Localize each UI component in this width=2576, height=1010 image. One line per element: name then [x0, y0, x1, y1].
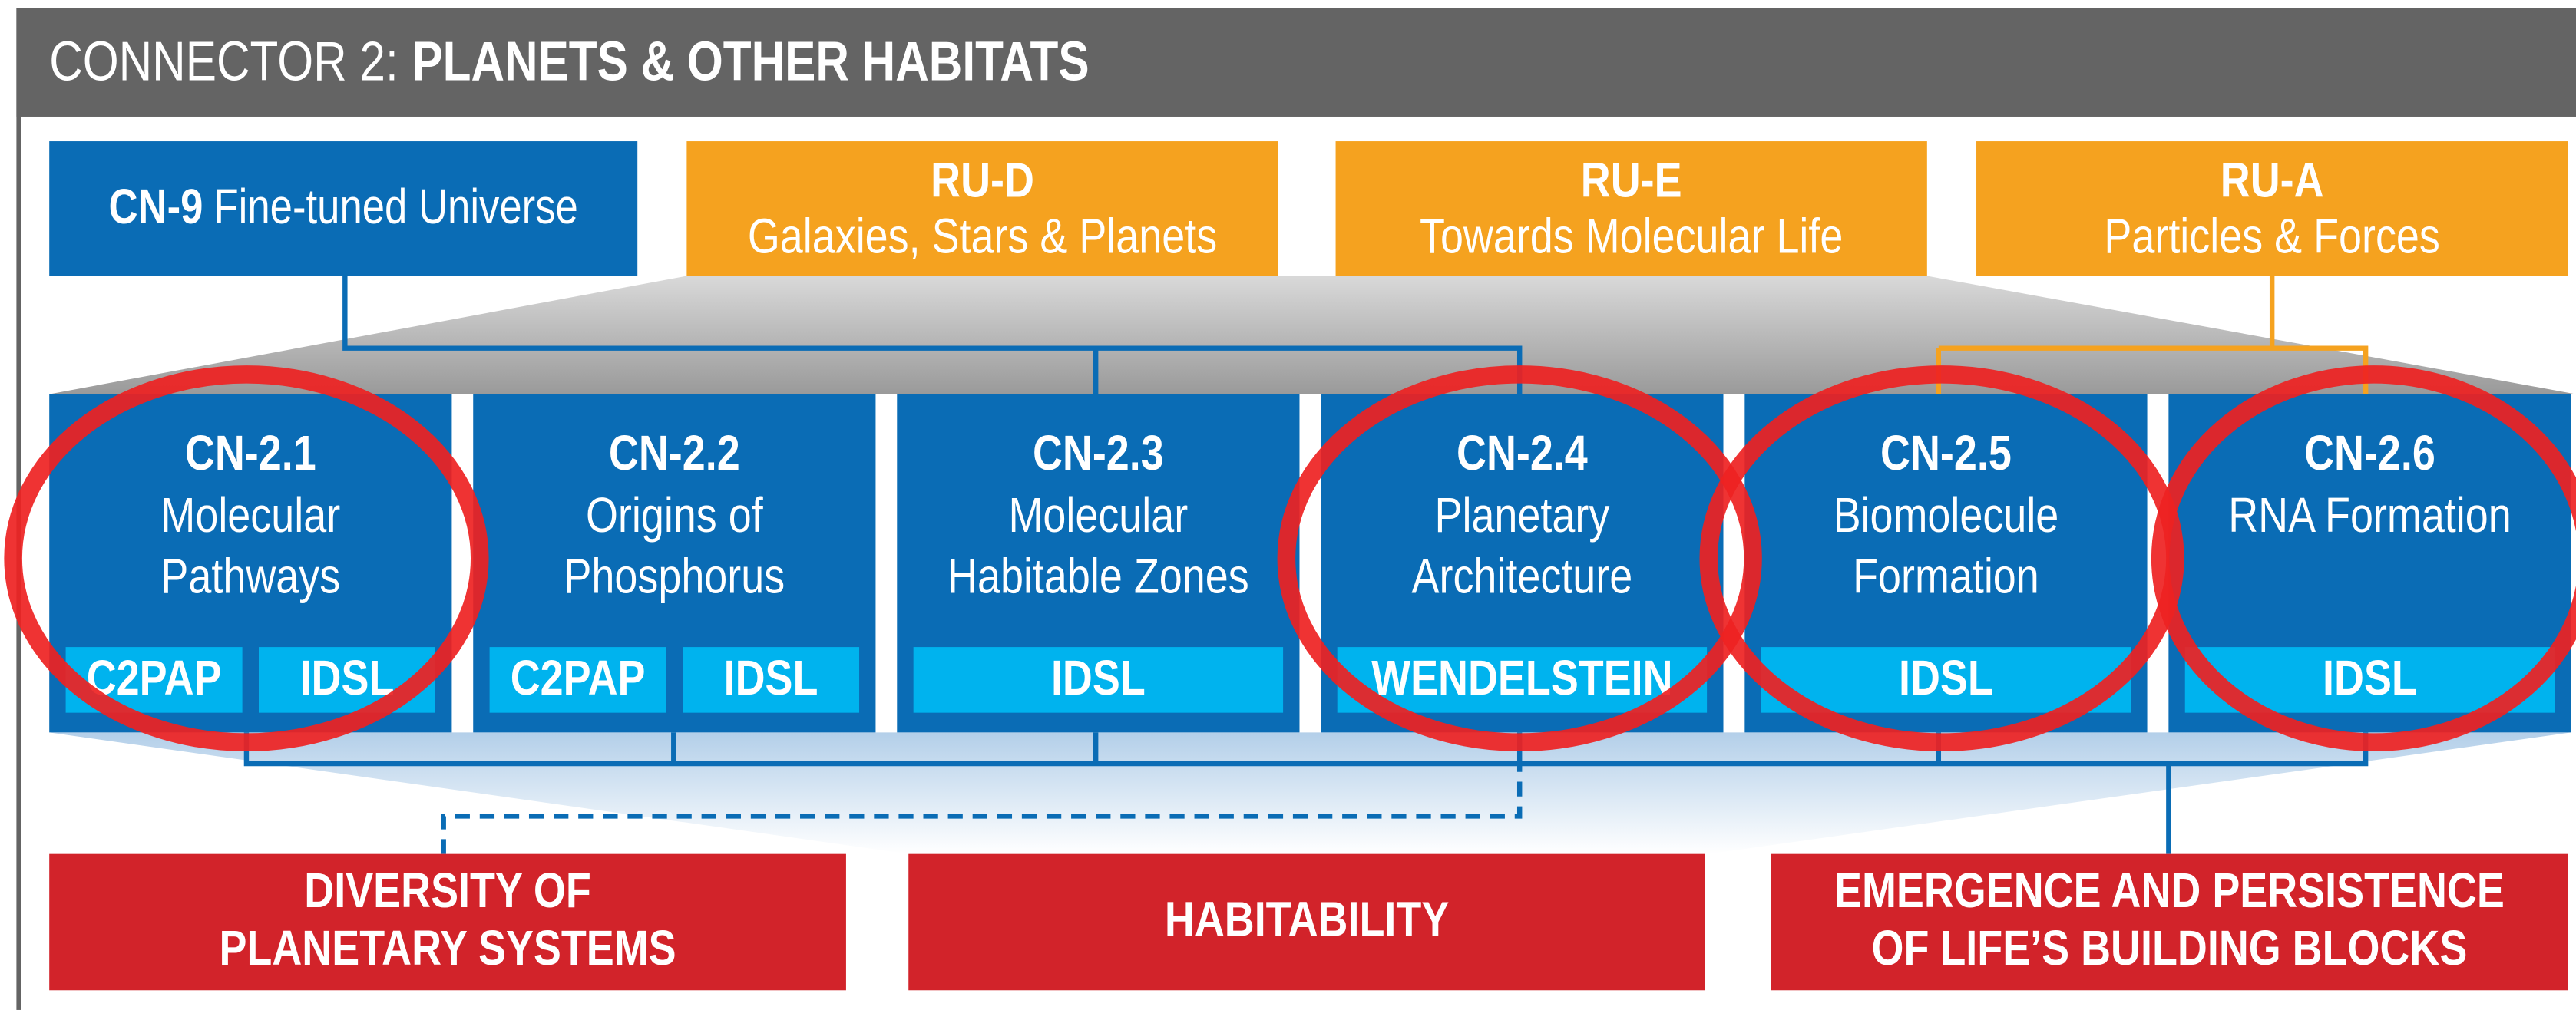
- source-label: Towards Molecular Life: [1420, 208, 1843, 263]
- outcome-label: HABITABILITY: [1165, 891, 1449, 946]
- highlight-circle: [1699, 365, 2184, 751]
- project-title: Pathways: [160, 548, 340, 603]
- source-id: RU-E: [1581, 153, 1682, 208]
- source-box: [1976, 141, 2568, 276]
- outcome-label: DIVERSITY OF: [304, 863, 591, 918]
- source-id: CN-9: [109, 179, 203, 234]
- project-title: Formation: [1853, 548, 2039, 603]
- outcome-box: [1771, 853, 2568, 991]
- source-label: Galaxies, Stars & Planets: [748, 208, 1217, 263]
- header-bar: [16, 8, 2576, 117]
- source-label: Particles & Forces: [2104, 208, 2439, 263]
- project-title: Molecular: [160, 487, 340, 543]
- project-tag: [489, 647, 666, 713]
- project-tag-label: IDSL: [2323, 650, 2417, 705]
- source-fan: [49, 276, 2576, 394]
- project-title: Origins of: [586, 487, 763, 543]
- outcome-label: PLANETARY SYSTEMS: [219, 920, 676, 975]
- source-box: [686, 141, 1278, 276]
- header-prefix: CONNECTOR 2:: [49, 31, 398, 93]
- project-title: Architecture: [1412, 548, 1633, 603]
- source-id: RU-A: [2221, 153, 2324, 208]
- project-tag-label: IDSL: [724, 650, 818, 705]
- project-title: Phosphorus: [564, 548, 785, 603]
- highlight-circle: [1277, 365, 1762, 751]
- outcome-label: OF LIFE’S BUILDING BLOCKS: [1872, 920, 2468, 975]
- project-title: Habitable Zones: [947, 548, 1249, 603]
- project-title: Molecular: [1008, 487, 1188, 543]
- outcome-box: [908, 853, 1705, 991]
- project-tag-label: WENDELSTEIN: [1371, 650, 1672, 705]
- project-tag: [1337, 647, 1708, 713]
- project-id: CN-2.6: [2304, 425, 2435, 480]
- project-id: CN-2.1: [185, 425, 316, 480]
- project-tag: [913, 647, 1284, 713]
- highlight-circle: [2151, 365, 2576, 751]
- source-box: [49, 141, 638, 276]
- project-id: CN-2.5: [1880, 425, 2012, 480]
- highlight-circle: [4, 365, 489, 751]
- project-tag-label: IDSL: [300, 650, 395, 705]
- project-tag-label: IDSL: [1051, 650, 1146, 705]
- source-id: RU-D: [931, 153, 1034, 208]
- header-main: PLANETS & OTHER HABITATS: [412, 31, 1089, 93]
- project-title: Planetary: [1435, 487, 1610, 543]
- project-title: Biomolecule: [1834, 487, 2059, 543]
- project-tag-label: IDSL: [1899, 650, 1993, 705]
- outcome-fan: [49, 732, 2571, 854]
- project-id: CN-2.3: [1033, 425, 1164, 480]
- source-box: [1335, 141, 1927, 276]
- project-title: RNA Formation: [2228, 487, 2512, 543]
- project-tag: [683, 647, 860, 713]
- header-title: CONNECTOR 2:PLANETS & OTHER HABITATS: [49, 31, 1089, 93]
- outcome-box: [49, 853, 846, 991]
- outcome-label: EMERGENCE AND PERSISTENCE: [1834, 863, 2505, 918]
- source-label: Fine-tuned Universe: [214, 179, 578, 234]
- project-tag: [1761, 647, 2131, 713]
- project-tag-label: C2PAP: [87, 650, 222, 705]
- source-text: CN-9Fine-tuned Universe: [109, 179, 578, 234]
- dashed-link: [441, 763, 1523, 854]
- project-id: CN-2.2: [609, 425, 740, 480]
- project-id: CN-2.4: [1457, 425, 1588, 480]
- project-tag-label: C2PAP: [511, 650, 646, 705]
